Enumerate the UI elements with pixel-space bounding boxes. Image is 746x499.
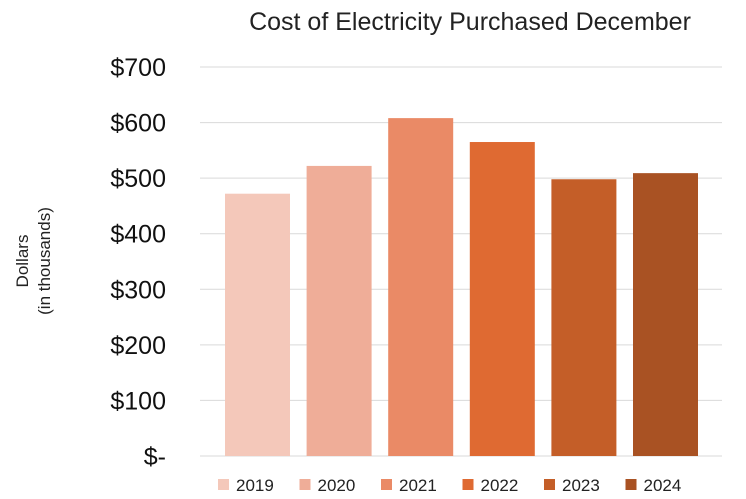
legend-label: 2019 (236, 476, 274, 495)
y-tick-label: $400 (110, 221, 166, 249)
legend: 2019 2020 2021 2022 2023 2024 (218, 476, 681, 495)
legend-swatch (462, 479, 474, 490)
y-tick-label: $- (144, 443, 166, 471)
legend-item-2019: 2019 (218, 476, 274, 495)
legend-label: 2020 (318, 476, 356, 495)
y-tick-label: $100 (110, 387, 166, 415)
legend-item-2020: 2020 (299, 476, 356, 495)
y-tick-label: $500 (110, 165, 166, 193)
legend-label: 2022 (481, 476, 519, 495)
bar-2022 (469, 142, 535, 456)
legend-label: 2021 (399, 476, 437, 495)
y-tick-label: $700 (110, 54, 166, 82)
y-tick-label: $600 (110, 110, 166, 138)
bar-2019 (225, 193, 290, 456)
y-tick-label: $300 (110, 276, 166, 304)
y-axis-label: Dollars (in thousands) (13, 207, 54, 315)
legend-item-2022: 2022 (462, 476, 519, 495)
legend-swatch (218, 479, 229, 490)
bar-2021 (388, 118, 454, 456)
legend-item-2023: 2023 (544, 476, 600, 495)
legend-swatch (381, 479, 392, 490)
y-axis-ticks: $- $100 $200 $300 $400 $500 $600 $700 (110, 54, 166, 471)
legend-label: 2023 (562, 476, 600, 495)
y-axis-label-line1: Dollars (13, 235, 32, 288)
bars (225, 118, 698, 457)
chart-title: Cost of Electricity Purchased December (249, 8, 691, 36)
legend-item-2021: 2021 (381, 476, 437, 495)
legend-label: 2024 (644, 476, 682, 495)
bar-2020 (306, 165, 372, 456)
legend-item-2024: 2024 (625, 476, 682, 495)
legend-swatch (544, 479, 555, 490)
legend-swatch (299, 479, 311, 490)
y-axis-label-line2: (in thousands) (35, 207, 54, 315)
legend-swatch (625, 479, 637, 490)
bar-2023 (551, 179, 617, 457)
y-tick-label: $200 (110, 332, 166, 360)
bar-2024 (633, 173, 698, 457)
